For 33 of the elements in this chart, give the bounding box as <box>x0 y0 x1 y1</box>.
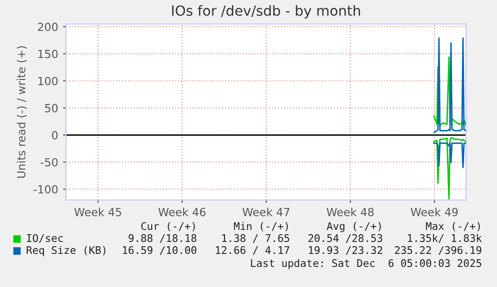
y-tick-label: -100 <box>34 185 58 194</box>
text: 20.54 /28.53 <box>308 234 382 243</box>
line-series <box>433 37 466 134</box>
legend-label: Req Size (KB) <box>26 246 106 256</box>
x-tick-label: Week 48 <box>326 208 374 216</box>
y-tick-label: 0 <box>52 130 58 140</box>
y-tick-label: 100 <box>38 76 58 86</box>
text: 1.35k/ 1.83k <box>408 234 482 243</box>
line-series <box>433 142 466 168</box>
y-tick-label: 150 <box>38 50 58 58</box>
y-tick-label: 50 <box>45 104 58 112</box>
line-series <box>433 137 466 200</box>
text: Min (-/+) <box>234 222 288 232</box>
text: 235.22 /396.19 <box>394 246 482 255</box>
text: Cur (-/+) <box>141 222 195 232</box>
text: 19.93 /23.32 <box>309 246 382 255</box>
y-axis-title: Units read (-) / write (+) <box>16 46 27 178</box>
x-tick-label: Week 46 <box>158 208 206 216</box>
text: 12.66 / 4.17 <box>216 246 290 255</box>
x-tick-label: Week 47 <box>242 208 290 216</box>
x-tick-label: Week 45 <box>74 208 122 216</box>
text: Avg (-/+) <box>326 222 381 232</box>
legend-label: IO/sec <box>27 234 63 243</box>
y-tick-label: -50 <box>40 158 58 166</box>
text: 16.59 /10.00 <box>123 246 196 255</box>
text: 9.88 /18.18 <box>128 234 196 243</box>
text: Last update: Sat Dec 6 05:00:03 2025 <box>251 258 482 270</box>
x-tick-label: Week 49 <box>410 208 458 216</box>
text: Max (-/+) <box>426 222 480 232</box>
chart-title: IOs for /dev/sdb - by month <box>172 5 360 19</box>
line-series <box>433 56 466 126</box>
y-tick-label: 200 <box>38 22 58 32</box>
text: 1.38 / 7.65 <box>222 234 290 243</box>
